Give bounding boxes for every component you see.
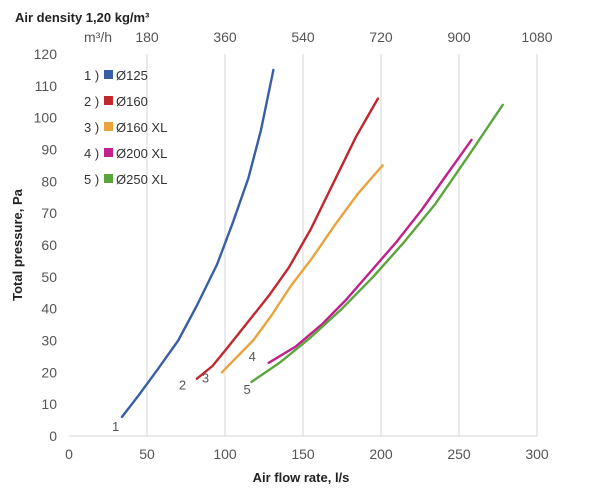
- legend-number: 4 ): [84, 146, 99, 161]
- y-tick-label: 90: [41, 142, 57, 158]
- top-axis-unit: m³/h: [84, 29, 112, 45]
- top-tick-label: 180: [135, 29, 159, 45]
- legend: 1 ) Ø125 2 ) Ø160 3 ) Ø160 XL 4 ) Ø200 XL 5 ) Ø25…: [84, 68, 167, 187]
- legend-swatch: [104, 148, 113, 157]
- x-axis-ticks: 0 50 100 150 200 250 300: [65, 446, 549, 462]
- series-line-3: [220, 164, 384, 374]
- legend-number: 2 ): [84, 94, 99, 109]
- legend-swatch: [104, 96, 113, 105]
- y-tick-label: 20: [41, 364, 57, 380]
- legend-number: 5 ): [84, 172, 99, 187]
- y-tick-label: 0: [49, 428, 57, 444]
- legend-swatch: [104, 122, 113, 131]
- legend-name: Ø125: [116, 68, 148, 83]
- y-tick-label: 30: [41, 333, 57, 349]
- y-tick-label: 100: [34, 110, 58, 126]
- top-tick-label: 900: [447, 29, 471, 45]
- y-tick-label: 50: [41, 269, 57, 285]
- series-line-2: [195, 97, 380, 380]
- curve-label-5: 5: [244, 382, 251, 397]
- top-tick-label: 360: [213, 29, 237, 45]
- curve-label-2: 2: [179, 378, 186, 393]
- series: 1 2 3 4 5: [112, 68, 504, 434]
- air-density-title: Air density 1,20 kg/m³: [15, 10, 150, 25]
- legend-name: Ø160 XL: [116, 120, 167, 135]
- legend-name: Ø160: [116, 94, 148, 109]
- x-tick-label: 300: [525, 446, 549, 462]
- legend-item-2: 2 ) Ø160: [84, 94, 148, 109]
- curve-label-4: 4: [249, 349, 256, 364]
- x-tick-label: 100: [213, 446, 237, 462]
- x-tick-label: 250: [447, 446, 471, 462]
- y-axis-title: Total pressure, Pa: [10, 188, 25, 301]
- top-tick-label: 720: [369, 29, 393, 45]
- top-axis-ticks: 180 360 540 720 900 1080: [135, 29, 552, 45]
- legend-swatch: [104, 70, 113, 79]
- x-tick-label: 0: [65, 446, 73, 462]
- legend-number: 3 ): [84, 120, 99, 135]
- curve-label-1: 1: [112, 419, 119, 434]
- x-tick-label: 200: [369, 446, 393, 462]
- legend-swatch: [104, 174, 113, 183]
- y-tick-label: 110: [35, 78, 58, 94]
- x-axis-title: Air flow rate, l/s: [253, 470, 350, 485]
- series-line-1: [120, 68, 275, 419]
- grid: [69, 54, 538, 437]
- y-tick-label: 70: [41, 205, 57, 221]
- y-tick-label: 10: [41, 396, 57, 412]
- y-tick-label: 40: [41, 301, 57, 317]
- top-tick-label: 540: [291, 29, 315, 45]
- legend-number: 1 ): [84, 68, 99, 83]
- legend-name: Ø200 XL: [116, 146, 167, 161]
- legend-name: Ø250 XL: [116, 172, 167, 187]
- top-tick-label: 1080: [521, 29, 552, 45]
- series-line-4: [267, 138, 473, 364]
- y-tick-label: 60: [41, 237, 57, 253]
- y-axis-ticks: 0 10 20 30 40 50 60 70 80 90 100 110 120: [34, 46, 58, 444]
- series-line-5: [250, 103, 504, 384]
- x-tick-label: 50: [139, 446, 155, 462]
- y-tick-label: 120: [34, 46, 58, 62]
- legend-item-1: 1 ) Ø125: [84, 68, 148, 83]
- legend-item-4: 4 ) Ø200 XL: [84, 146, 167, 161]
- y-tick-label: 80: [41, 173, 57, 189]
- x-tick-label: 150: [291, 446, 315, 462]
- curve-label-3: 3: [202, 370, 209, 385]
- legend-item-5: 5 ) Ø250 XL: [84, 172, 167, 187]
- legend-item-3: 3 ) Ø160 XL: [84, 120, 167, 135]
